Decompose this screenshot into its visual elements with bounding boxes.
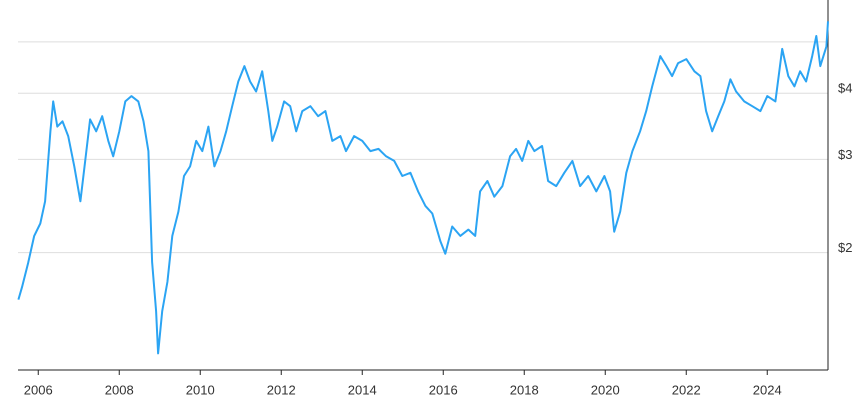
y-tick-label: $2 — [838, 240, 852, 255]
x-tick-label: 2012 — [267, 382, 296, 397]
y-tick-label: $3 — [838, 147, 852, 162]
x-tick-label: 2024 — [753, 382, 782, 397]
y-tick-label: $4 — [838, 81, 852, 96]
x-tick-label: 2008 — [105, 382, 134, 397]
x-tick-label: 2014 — [348, 382, 377, 397]
x-tick-label: 2018 — [510, 382, 539, 397]
x-tick-label: 2022 — [672, 382, 701, 397]
x-tick-label: 2010 — [186, 382, 215, 397]
price-line — [17, 21, 829, 355]
x-tick-label: 2016 — [429, 382, 458, 397]
x-tick-label: 2020 — [591, 382, 620, 397]
x-tick-label: 2006 — [24, 382, 53, 397]
